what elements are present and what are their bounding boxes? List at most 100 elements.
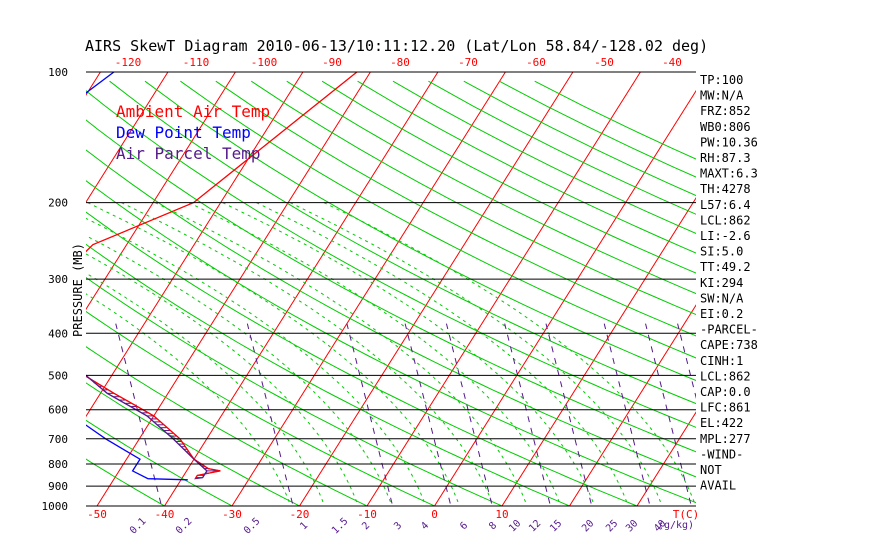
isotherm-line	[231, 72, 507, 506]
dry-adiabat-line	[86, 310, 436, 506]
moist-adiabat-line	[154, 202, 528, 506]
mixing-ratio-tick-label: 0.1	[128, 516, 149, 537]
mixing-ratio-line	[835, 324, 870, 516]
pressure-tick-label: 300	[48, 273, 68, 286]
mixing-ratio-line	[504, 323, 551, 506]
mixing-ratio-line	[246, 323, 294, 506]
moist-adiabat-line	[188, 202, 562, 506]
stat-line: LCL:862	[700, 369, 751, 383]
isotherm-line	[834, 62, 870, 515]
temp-tick-label-bottom: -30	[222, 508, 242, 521]
pressure-tick-label: 400	[48, 327, 68, 340]
moist-adiabat-line	[87, 202, 460, 506]
isotherm-line	[433, 89, 696, 506]
stat-line: NOT	[700, 463, 722, 477]
isotherm-line	[86, 72, 169, 203]
isotherm-line	[366, 72, 642, 506]
pressure-tick-label: 1000	[42, 500, 69, 513]
stat-line: TT:49.2	[700, 260, 751, 274]
stat-line: LCL:862	[700, 213, 751, 227]
pressure-tick-label: 100	[48, 66, 68, 79]
moist-adiabat-line	[86, 217, 427, 506]
pressure-tick-label: 800	[48, 458, 68, 471]
moist-adiabat-line	[86, 253, 359, 506]
pressure-tick-label: 500	[48, 369, 68, 382]
stat-line: LFC:861	[700, 401, 751, 415]
mixing-ratio-tick-label: 3	[392, 520, 404, 532]
stat-line: MW:N/A	[700, 89, 744, 103]
series-lines	[86, 72, 358, 481]
mixing-ratio-tick-label: 25	[604, 518, 620, 534]
dry-adiabat-line	[180, 80, 696, 359]
legend-ambient-air-temp: Ambient Air Temp	[116, 102, 270, 121]
dry-adiabat-line	[86, 382, 301, 506]
mixing-ratio-tick-label: 6	[458, 520, 470, 532]
temp-tick-label-top: -80	[390, 56, 410, 69]
temp-tick-label-top: -110	[183, 56, 210, 69]
dry-adiabat-line	[321, 80, 696, 274]
y-axis-label: PRESSURE (MB)	[71, 243, 85, 337]
mixing-ratio-tick-label: 10	[507, 518, 523, 534]
dry-adiabat-line	[215, 80, 696, 337]
mixing-ratio-unit-label: (g/kg)	[658, 520, 694, 531]
mixing-ratio-line	[445, 323, 493, 506]
stat-line: LI:-2.6	[700, 229, 751, 243]
temp-tick-label-bottom: -10	[357, 508, 377, 521]
mixing-ratio-line	[777, 324, 825, 516]
temp-tick-label-top: -120	[115, 56, 142, 69]
dry-adiabat-line	[499, 80, 696, 178]
dew-point-temp-line	[86, 72, 188, 481]
mixing-ratio-line	[603, 323, 651, 506]
isotherm-line	[86, 72, 102, 96]
temp-tick-label-bottom: 10	[495, 508, 508, 521]
stat-line: TH:4278	[700, 182, 751, 196]
stat-line: FRZ:852	[700, 104, 751, 118]
pressure-tick-label: 700	[48, 433, 68, 446]
temp-axis-label: T(C)	[673, 508, 700, 521]
stat-line: MAXT:6.3	[700, 167, 758, 181]
moist-adiabat-line	[289, 202, 663, 506]
mixing-ratio-tick-label: 4	[419, 520, 431, 532]
dry-adiabat-line	[144, 80, 696, 382]
dry-adiabat-line	[86, 180, 696, 504]
stat-line: -PARCEL-	[700, 323, 758, 337]
mixing-ratio-tick-label: 2	[360, 520, 372, 532]
stat-line: KI:294	[700, 276, 743, 290]
isotherm-line	[0, 62, 39, 515]
moist-adiabat-line	[86, 293, 292, 506]
mixing-ratio-tick-label: 1.5	[330, 516, 351, 537]
pressure-tick-label: 900	[48, 480, 68, 493]
dry-adiabat-line	[357, 80, 696, 254]
temp-tick-label-top: -100	[251, 56, 278, 69]
stat-line: L57:6.4	[700, 198, 751, 212]
pressure-tick-label: 600	[48, 404, 68, 417]
mixing-ratio-tick-label: 12	[527, 518, 543, 534]
mixing-ratio-line	[346, 323, 394, 506]
stat-line: EI:0.2	[700, 307, 743, 321]
stat-line: CINH:1	[700, 354, 743, 368]
stat-line: PW:10.36	[700, 135, 758, 149]
temp-tick-label-top: -90	[322, 56, 342, 69]
stat-line: SI:5.0	[700, 245, 743, 259]
temp-tick-label-top: -40	[662, 56, 682, 69]
stat-line: RH:87.3	[700, 151, 751, 165]
legend: Ambient Air Temp Dew Point Temp Air Parc…	[116, 102, 270, 163]
stat-line: TP:100	[700, 73, 743, 87]
moist-adiabat-line	[323, 202, 696, 506]
air-parcel-temp-line	[86, 374, 208, 479]
mixing-ratio-tick-label: 15	[548, 518, 564, 534]
mixing-ratio-tick-label: 30	[624, 518, 640, 534]
mixing-ratio-line	[809, 324, 857, 516]
dry-adiabat-line	[428, 80, 696, 215]
dry-adiabat-line	[86, 90, 696, 428]
isotherm-line	[86, 72, 237, 311]
mixing-ratio-tick-label: 8	[487, 520, 499, 532]
moist-adiabat-line	[86, 235, 393, 506]
temp-tick-label-bottom: -40	[155, 508, 175, 521]
mixing-ratio-line	[115, 323, 163, 506]
mixing-ratio-tick-label: 0.2	[174, 516, 195, 537]
background-lines	[0, 62, 870, 516]
temp-tick-label-top: -70	[458, 56, 478, 69]
